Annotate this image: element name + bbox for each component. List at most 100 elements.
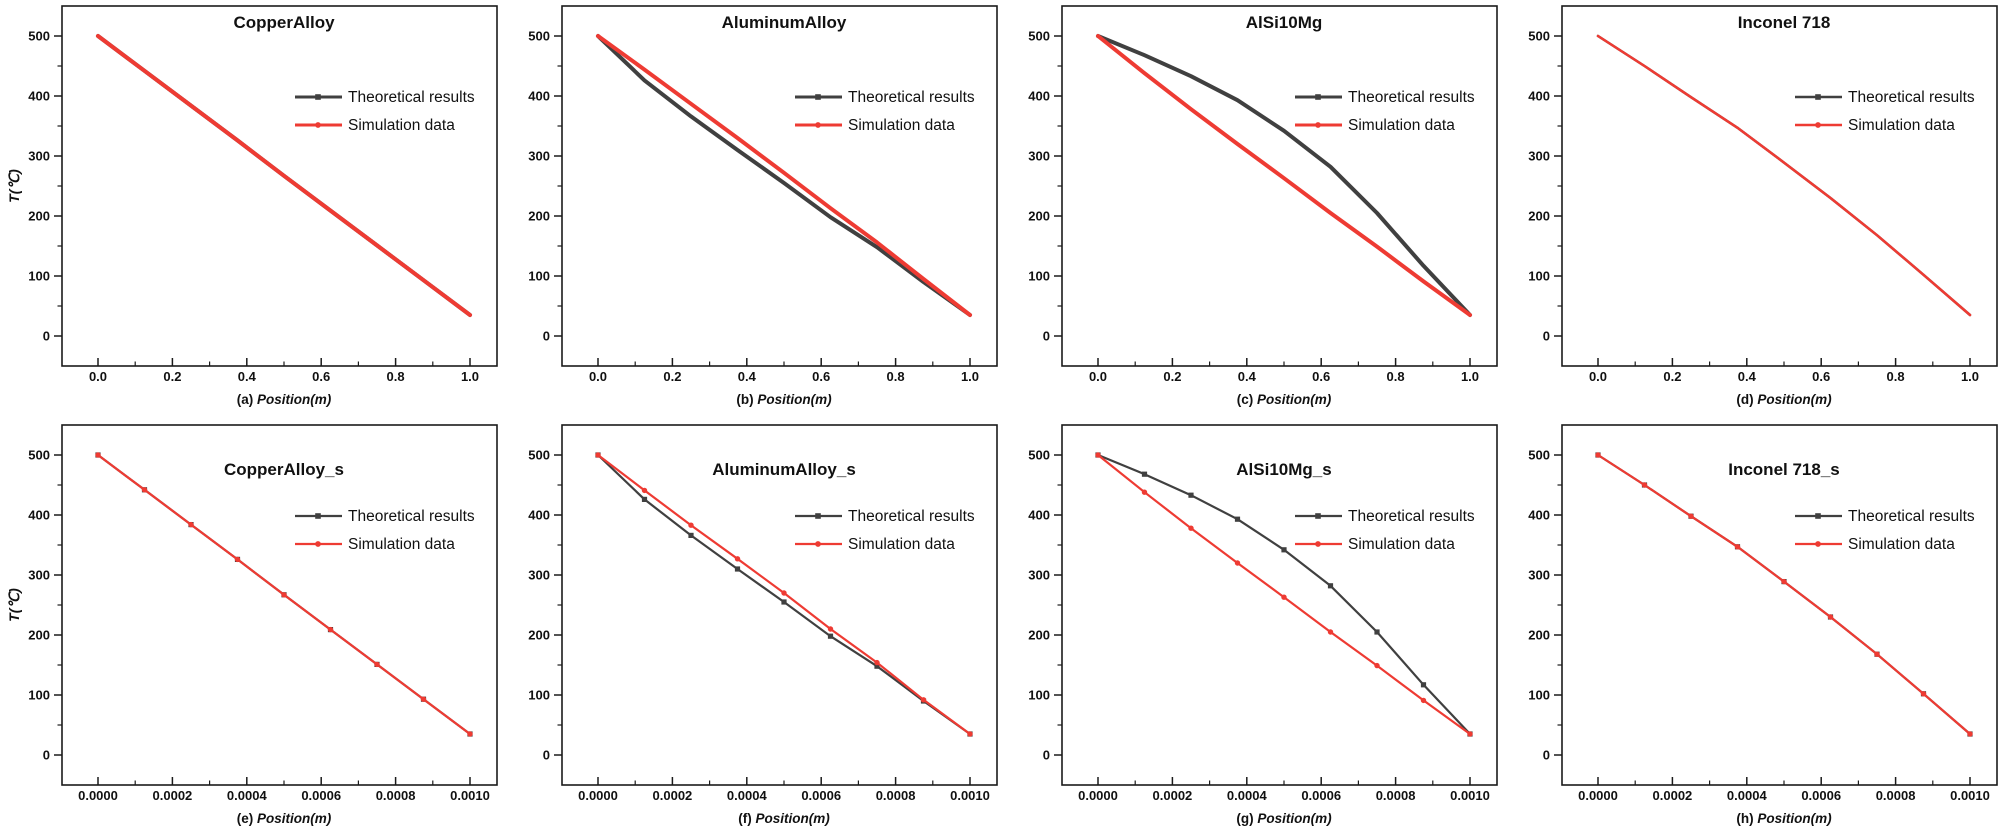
y-tick-label: 100: [1528, 269, 1550, 284]
y-tick-label: 100: [1028, 269, 1050, 284]
x-axis-label: (a) Position(m): [237, 392, 332, 407]
x-tick-label: 0.0010: [450, 788, 490, 803]
simulation-line: [1596, 34, 1972, 317]
data-point-marker: [1967, 731, 1973, 737]
x-tick-label: 0.0000: [78, 788, 118, 803]
panel-letter: (a): [237, 392, 257, 407]
data-point-marker: [1327, 583, 1334, 589]
x-axis: 0.0000 0.0002 0.0004 0.0006 0.0008 0.0010: [1578, 777, 1990, 803]
x-axis-label-text: Position(m): [1757, 811, 1832, 826]
legend-marker-circle: [815, 122, 821, 128]
y-tick-label: 400: [528, 89, 550, 104]
y-tick-label: 200: [1028, 628, 1050, 643]
x-tick-label: 0.4: [1738, 369, 1757, 384]
legend-label: Theoretical results: [1348, 89, 1475, 106]
y-tick-label: 500: [28, 29, 50, 44]
data-point-marker: [1188, 525, 1194, 531]
data-point-marker: [234, 556, 241, 563]
legend: Theoretical results Simulation data: [1795, 89, 1975, 134]
legend-marker-circle: [315, 122, 321, 128]
data-point-marker: [1234, 516, 1241, 522]
data-point-marker: [1595, 452, 1601, 458]
y-tick-label: 300: [1028, 568, 1050, 583]
x-tick-label: 0.0008: [1376, 788, 1416, 803]
x-axis: 0.0 0.2 0.4 0.6 0.8 1.0: [1089, 358, 1479, 384]
y-tick-label: 0: [1043, 329, 1050, 344]
legend-marker-circle: [1815, 541, 1821, 547]
legend-marker-circle: [1815, 122, 1821, 128]
legend-label: Simulation data: [348, 536, 455, 553]
data-point-marker: [281, 592, 287, 598]
theoretical-line: [1096, 34, 1472, 317]
y-tick-label: 400: [528, 508, 550, 523]
x-axis: 0.0000 0.0002 0.0004 0.0006 0.0008 0.0010: [578, 777, 990, 803]
data-point-marker: [967, 731, 973, 737]
panel-a: 0.0 0.2 0.4 0.6 0.8 1.0 0 100 200 300 400 500 Copper…: [0, 0, 500, 419]
x-tick-label: 0.0002: [1653, 788, 1693, 803]
data-point-marker: [827, 626, 834, 632]
data-point-marker: [1374, 629, 1380, 635]
x-tick-label: 0.6: [812, 369, 830, 384]
panel-letter: (e): [237, 811, 257, 826]
y-tick-label: 500: [1528, 29, 1550, 44]
x-axis-label: (e) Position(m): [237, 811, 332, 826]
y-tick-label: 500: [1028, 29, 1050, 44]
legend-label: Simulation data: [1348, 117, 1455, 134]
data-point-marker: [1781, 578, 1787, 585]
y-tick-label: 500: [28, 448, 50, 463]
x-tick-label: 1.0: [1461, 369, 1479, 384]
plot-frame: [1561, 424, 1998, 786]
y-tick-label: 0: [1543, 748, 1550, 763]
y-tick-label: 0: [543, 748, 550, 763]
y-tick-label: 500: [528, 29, 550, 44]
panel-letter: (h): [1736, 811, 1757, 826]
legend-marker-square: [315, 513, 321, 519]
x-tick-label: 0.0004: [1227, 788, 1268, 803]
legend-label: Simulation data: [1848, 117, 1955, 134]
chart-aluminumalloy-s: 0.0000 0.0002 0.0004 0.0006 0.0008 0.0010 0 100…: [528, 424, 998, 826]
x-tick-label: 0.0002: [1153, 788, 1193, 803]
y-tick-label: 300: [1528, 568, 1550, 583]
chart-inconel-718-s: 0.0000 0.0002 0.0004 0.0006 0.0008 0.0010 0 100…: [1528, 424, 1998, 826]
chart-inconel-718: 0.0 0.2 0.4 0.6 0.8 1.0 0 100 200 300 400 500 Incone…: [1528, 5, 1998, 407]
data-point-marker: [688, 522, 694, 528]
x-tick-label: 0.0000: [1578, 788, 1618, 803]
legend-marker-circle: [1315, 541, 1321, 547]
data-point-marker: [1188, 492, 1194, 498]
legend-label: Simulation data: [1848, 536, 1955, 553]
y-tick-label: 100: [28, 269, 50, 284]
panel-f: 0.0000 0.0002 0.0004 0.0006 0.0008 0.0010 0 100…: [500, 419, 1000, 838]
y-tick-label: 400: [28, 508, 50, 523]
data-point-marker: [1095, 452, 1101, 458]
panel-b: 0.0 0.2 0.4 0.6 0.8 1.0 0 100 200 300 400 500 Alumin…: [500, 0, 1000, 419]
x-tick-label: 0.0: [89, 369, 107, 384]
legend-label: Theoretical results: [848, 508, 975, 525]
y-tick-label: 200: [1528, 628, 1550, 643]
y-tick-label: 300: [1528, 149, 1550, 164]
x-tick-label: 1.0: [1961, 369, 1979, 384]
panel-title: AluminumAlloy_s: [712, 460, 856, 479]
legend-marker-circle: [815, 541, 821, 547]
y-tick-label: 300: [28, 149, 50, 164]
x-tick-label: 0.0006: [301, 788, 341, 803]
y-tick-label: 0: [43, 748, 50, 763]
data-point-marker: [95, 452, 101, 458]
plot-frame: [561, 5, 998, 367]
panel-h: 0.0000 0.0002 0.0004 0.0006 0.0008 0.0010 0 100…: [1500, 419, 2000, 838]
x-tick-label: 0.0002: [653, 788, 693, 803]
x-tick-label: 0.4: [1238, 369, 1257, 384]
x-tick-label: 0.0006: [801, 788, 841, 803]
simulation-line: [1096, 34, 1472, 317]
x-axis-label-text: Position(m): [257, 392, 332, 407]
data-point-marker: [1374, 662, 1380, 669]
panel-title: AluminumAlloy: [722, 13, 847, 32]
y-tick-label: 0: [1543, 329, 1550, 344]
y-tick-label: 100: [1028, 688, 1050, 703]
data-point-marker: [827, 633, 834, 639]
x-tick-label: 0.8: [387, 369, 405, 384]
panel-title: Inconel 718_s: [1728, 460, 1840, 479]
y-tick-label: 200: [1028, 209, 1050, 224]
theoretical-line: [1596, 453, 1972, 736]
x-tick-label: 0.0010: [950, 788, 990, 803]
